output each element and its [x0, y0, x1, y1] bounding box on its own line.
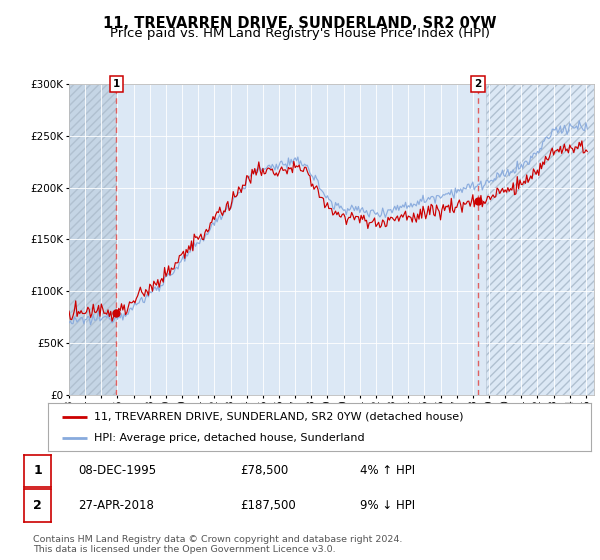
Text: 11, TREVARREN DRIVE, SUNDERLAND, SR2 0YW: 11, TREVARREN DRIVE, SUNDERLAND, SR2 0YW [103, 16, 497, 31]
Text: Price paid vs. HM Land Registry's House Price Index (HPI): Price paid vs. HM Land Registry's House … [110, 27, 490, 40]
Text: £187,500: £187,500 [240, 499, 296, 512]
Text: 1: 1 [113, 79, 120, 89]
Text: £78,500: £78,500 [240, 464, 288, 478]
Bar [486, 84, 594, 395]
Text: 2: 2 [475, 79, 482, 89]
Text: 4% ↑ HPI: 4% ↑ HPI [360, 464, 415, 478]
Text: 1: 1 [33, 464, 42, 478]
Text: 27-APR-2018: 27-APR-2018 [78, 499, 154, 512]
Text: 11, TREVARREN DRIVE, SUNDERLAND, SR2 0YW (detached house): 11, TREVARREN DRIVE, SUNDERLAND, SR2 0YW… [94, 412, 464, 422]
Text: Contains HM Land Registry data © Crown copyright and database right 2024.
This d: Contains HM Land Registry data © Crown c… [33, 535, 403, 554]
Text: 2: 2 [33, 499, 42, 512]
Text: HPI: Average price, detached house, Sunderland: HPI: Average price, detached house, Sund… [94, 433, 365, 444]
Bar [69, 84, 116, 395]
Text: 9% ↓ HPI: 9% ↓ HPI [360, 499, 415, 512]
Text: 08-DEC-1995: 08-DEC-1995 [78, 464, 156, 478]
Bar [69, 84, 116, 395]
